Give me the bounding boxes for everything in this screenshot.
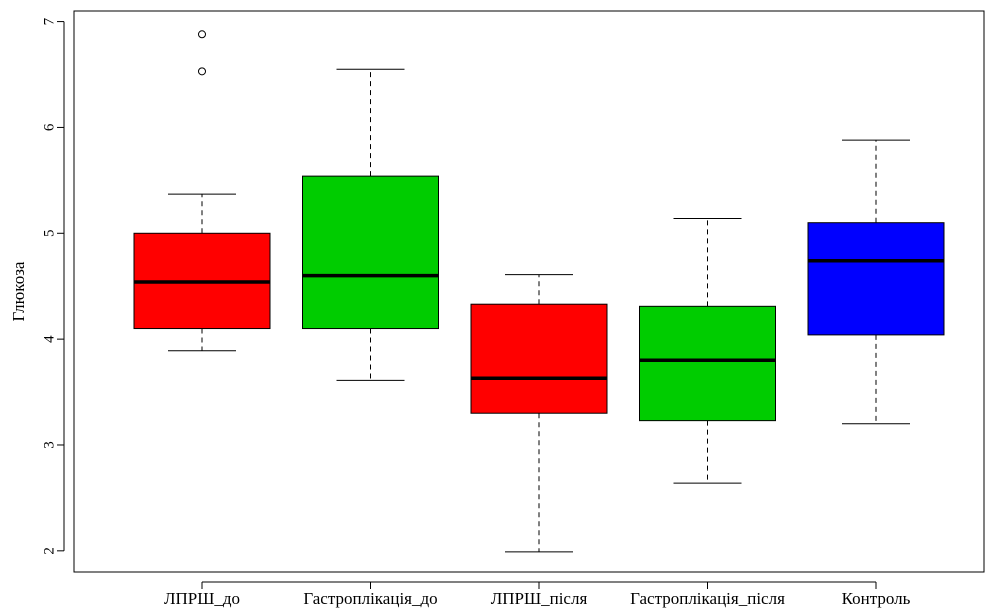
plot-frame [73, 10, 985, 573]
box [302, 175, 439, 330]
x-tick-label: Гастроплікація_до [303, 589, 437, 608]
outlier-point [198, 30, 206, 39]
x-axis: ЛПРШ_до Гастроплікація_до ЛПРШ_після Гастро… [164, 581, 911, 608]
box-group [639, 217, 776, 484]
box [807, 222, 945, 336]
box [470, 303, 608, 414]
y-axis-title: Глюкоза [9, 261, 28, 321]
y-tick-label: 5 [41, 230, 57, 238]
y-tick-label: 7 [41, 17, 57, 25]
y-tick-label: 6 [41, 123, 57, 131]
x-tick-label: Гастроплікація_після [630, 589, 785, 608]
box-group [470, 274, 608, 553]
x-tick-label: ЛПРШ_до [164, 589, 240, 608]
y-tick-label: 2 [41, 547, 57, 555]
box-group [302, 68, 439, 381]
x-tick-label: ЛПРШ_після [491, 589, 588, 608]
y-tick-label: 4 [41, 335, 57, 343]
y-axis: 2 3 4 5 6 7 [41, 17, 65, 555]
y-tick-label: 3 [41, 441, 57, 449]
box-group [807, 139, 945, 425]
box-group [133, 30, 271, 352]
x-tick-label: Контроль [842, 589, 911, 608]
boxes [133, 30, 945, 553]
box [639, 305, 776, 422]
outlier-point [198, 67, 206, 76]
